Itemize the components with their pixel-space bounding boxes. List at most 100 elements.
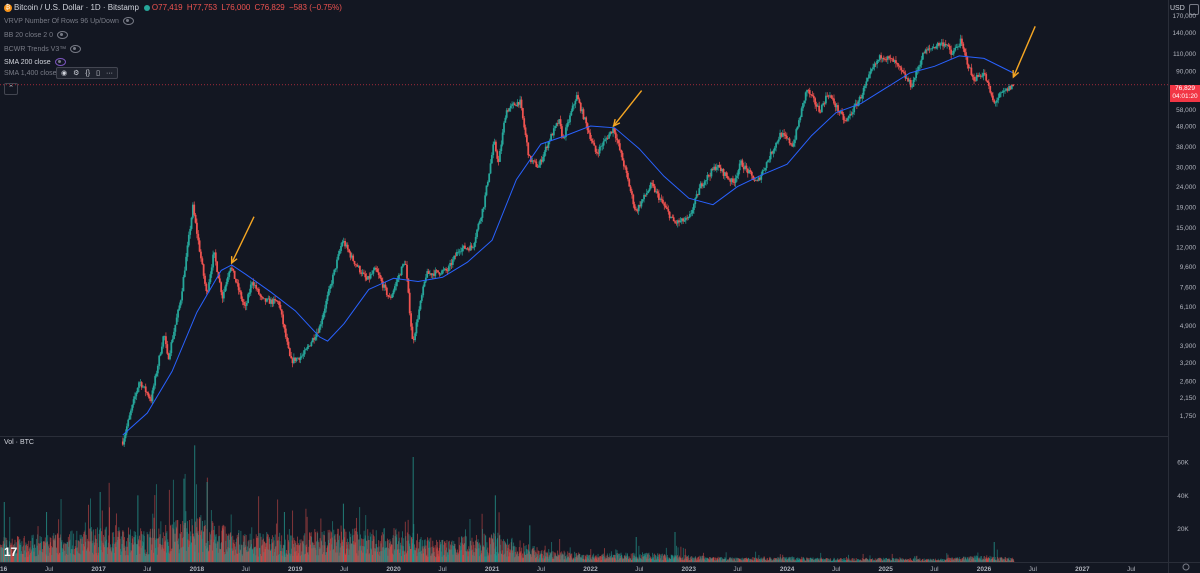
volume-bar [334,539,336,562]
candle [389,297,392,298]
candle [501,132,504,145]
candle [552,128,555,136]
candle [637,205,640,212]
candle [423,281,426,287]
volume-bar [687,556,689,562]
candle [822,103,825,105]
candle [987,82,990,86]
volume-bar [720,557,722,562]
volume-bar [67,542,68,562]
eye-icon[interactable] [70,45,82,53]
volume-bar [45,542,47,562]
candle [559,119,562,127]
candle [218,278,221,283]
candle [566,123,569,128]
candle [775,142,777,148]
candle [297,357,299,359]
candle [373,267,376,271]
collapse-legend-button[interactable]: ⌃ [4,83,18,95]
volume-bar [741,559,742,562]
indicator-bb[interactable]: BB 20 close 2 0 [4,31,69,39]
volume-bar [497,532,499,562]
candle [175,317,178,325]
bitcoin-icon: ₿ [4,3,12,12]
volume-bar [150,538,152,562]
candle [882,57,885,60]
eye-icon[interactable]: ◉ [61,70,68,77]
volume-bar [732,559,734,562]
candle [701,183,703,187]
volume-bar [721,557,723,562]
delete-icon[interactable]: ▯ [96,70,100,77]
candle [363,272,365,274]
volume-bar [827,558,829,562]
source-code-icon[interactable]: {} [85,69,91,77]
indicator-vrvp[interactable]: VRVP Number Of Rows 96 Up/Down [4,17,134,25]
candle [998,93,1001,98]
volume-bar [833,558,835,562]
candle [538,165,540,168]
volume-bar [452,545,454,562]
candle [703,181,706,185]
candle [574,100,577,105]
candle [845,120,847,122]
candle [748,170,751,174]
volume-bar [381,532,383,562]
volume-bar [909,558,911,562]
volume-bar [263,538,264,562]
volume-bar [396,534,398,562]
candle [792,143,795,147]
indicator-sma-1400[interactable]: SMA 1,400 close [4,70,57,77]
volume-bar [412,457,414,562]
eye-icon[interactable] [122,17,134,25]
volume-bar [653,554,655,562]
symbol-title[interactable]: Bitcoin / U.S. Dollar · 1D · Bitstamp [14,3,139,12]
candle [294,357,297,361]
candle [803,100,806,104]
volume-bar [482,528,483,562]
eye-icon[interactable] [57,31,69,39]
candle [761,170,764,175]
candle [505,110,508,118]
annotation-arrow [230,216,255,265]
candle [865,81,868,86]
volume-bar [233,543,235,562]
more-icon[interactable]: ··· [105,69,113,77]
settings-icon[interactable] [54,58,66,66]
candle [511,104,513,106]
candle [961,38,963,44]
volume-bar [1008,557,1010,562]
volume-bar [893,558,895,562]
volume-bar [294,540,296,562]
volume-bar [127,537,129,562]
settings-icon[interactable]: ⚙ [73,70,80,77]
volume-bar [437,541,439,562]
candle [1005,88,1008,91]
lock-icon[interactable] [1189,4,1199,15]
candle [368,276,371,279]
time-tick-label: Jul [635,566,644,573]
candle [913,78,916,80]
indicator-bcwr[interactable]: BCWR Trends V3™ [4,45,82,53]
volume-bar [513,546,515,562]
candle [407,278,410,293]
volume-bar [618,554,620,562]
volume-bar [975,555,977,562]
tradingview-logo-icon[interactable]: 17 [4,545,18,559]
volume-bar [194,445,196,562]
candle [171,338,174,343]
indicator-sma-200[interactable]: SMA 200 close [4,58,66,66]
candle [318,326,321,333]
candle [329,285,332,289]
currency-selector[interactable]: USD [1170,5,1185,12]
candle [540,159,543,162]
volume-bar [160,521,162,562]
volume-bar [147,534,148,562]
candle [741,160,744,167]
candle [578,99,581,103]
volume-bar [1004,556,1006,562]
candle [823,103,826,104]
candle [895,60,897,64]
candle [189,228,192,235]
